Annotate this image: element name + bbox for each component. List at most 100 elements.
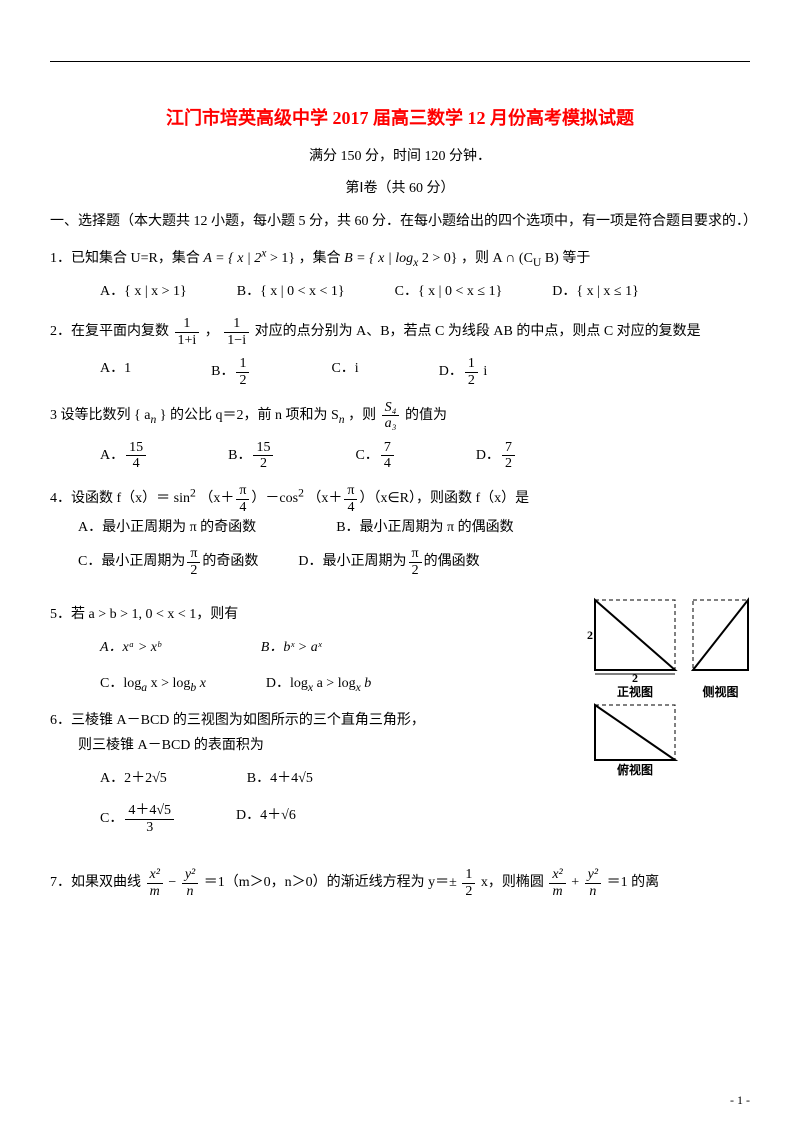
q2-optB-d: 2 [236, 373, 249, 388]
q5-optA: A．xᵃ > xᵇ [100, 635, 161, 660]
svg-text:侧视图: 侧视图 [703, 684, 739, 699]
q7-mid1: − [168, 875, 176, 890]
question-6: 6．三棱锥 A－BCD 的三视图为如图所示的三个直角三角形， 则三棱锥 A－BC… [50, 708, 580, 835]
q5-optD: D．logx a > logx b [266, 671, 371, 696]
q4-mid1: （x＋ [199, 492, 234, 507]
question-7: 7．如果双曲线 x²m − y²n ＝1（m＞0，n＞0）的渐近线方程为 y＝±… [50, 867, 750, 899]
q3-optD-frac: 72 [502, 440, 515, 472]
q3-fd: a₃ [385, 416, 397, 431]
q4-pn1: π [236, 483, 249, 499]
q3-optC: C．74 [355, 440, 395, 472]
q7-mid4: + [571, 875, 579, 890]
q4-optC-n: π [187, 546, 200, 562]
q7-f4d: m [552, 884, 562, 899]
q5-optB-txt: B．bˣ > aˣ [261, 640, 322, 655]
q7-pre: 7．如果双曲线 [50, 875, 141, 890]
q6-options: A．2＋2√5 B．4＋4√5 C．4＋4√53 D．4＋√6 [100, 766, 580, 835]
question-3: 3 设等比数列 { an } 的公比 q＝2，前 n 项和为 Sn ，则 S₄a… [50, 400, 750, 472]
question-1: 1．已知集合 U=R，集合 A = { x | 2x > 1} ，集合 B = … [50, 246, 750, 304]
q5-optC-pre: C．log [100, 676, 141, 691]
q5-optC-tail: x [196, 676, 206, 691]
q6-optC-n: 4＋4√5 [125, 803, 174, 819]
q4-optC-d: 2 [187, 563, 200, 578]
q7-frac1: x²m [147, 867, 163, 899]
q6-optC-pre: C． [100, 811, 123, 826]
q3-optC-frac: 74 [381, 440, 394, 472]
q2-optB-n: 1 [236, 356, 249, 372]
q3-optD-n: 7 [502, 440, 515, 456]
q2-optC: C．i [331, 356, 358, 388]
three-view-diagram: 22正视图侧视图俯视图 [580, 590, 750, 789]
page-number: - 1 - [730, 1090, 750, 1112]
q5-options: A．xᵃ > xᵇ B．bˣ > aˣ C．loga x > logb x D．… [100, 635, 580, 695]
question-4: 4．设函数 f（x）＝ sin2 （x＋π4）－cos2 （x＋π4）（x∈R）… [50, 483, 750, 578]
horizontal-rule [50, 60, 750, 62]
svg-text:2: 2 [587, 628, 593, 642]
q7-f4n: x² [552, 867, 562, 882]
q4-pre: 4．设函数 f（x）＝ sin [50, 492, 190, 507]
q3-options: A．154 B．152 C．74 D．72 [100, 440, 750, 472]
q7-tail: ＝1 的离 [607, 875, 660, 890]
q2-optD-tail: i [480, 364, 487, 379]
q1-setA: A = { x | 2 [203, 251, 261, 266]
q7-frac3: 12 [462, 867, 475, 899]
q5-optD-tail: b [361, 676, 372, 691]
q4-optC-tail: 的奇函数 [202, 555, 258, 570]
q7-mid3: x，则椭圆 [481, 875, 544, 890]
question-5: 5．若 a > b > 1, 0 < x < 1，则有 A．xᵃ > xᵇ B．… [50, 602, 580, 696]
q7-f2d: n [187, 884, 194, 899]
q7-f5n: y² [588, 867, 598, 882]
q4-optD-n: π [409, 546, 422, 562]
q3-mid: } 的公比 q＝2，前 n 项和为 S [160, 408, 339, 423]
q6-text1: 6．三棱锥 A－BCD 的三视图为如图所示的三个直角三角形， [50, 708, 580, 733]
question-2: 2．在复平面内复数 11+i ， 11−i 对应的点分别为 A、B，若点 C 为… [50, 316, 750, 388]
q3-optD-d: 2 [502, 456, 515, 471]
q4-optD: D．最小正周期为π2的偶函数 [298, 546, 479, 578]
q3-optA-d: 4 [126, 456, 146, 471]
q4-options: A．最小正周期为 π 的奇函数 B．最小正周期为 π 的偶函数 C．最小正周期为… [78, 515, 750, 578]
q5-optC-mid: x > log [147, 676, 190, 691]
q3-optC-d: 4 [381, 456, 394, 471]
q4-frac1: π4 [236, 483, 249, 515]
q2-f1d: 1+i [175, 333, 200, 348]
q1-tail2: B) 等于 [541, 251, 590, 266]
q7-mid2: ＝1（m＞0，n＞0）的渐近线方程为 y＝± [204, 875, 457, 890]
q2-optB-frac: 12 [236, 356, 249, 388]
q2-pre: 2．在复平面内复数 [50, 324, 169, 339]
q3-optB-n: 15 [253, 440, 273, 456]
q7-frac5: y²n [585, 867, 601, 899]
q3-optA-n: 15 [126, 440, 146, 456]
q4-optC-pre: C．最小正周期为 [78, 555, 185, 570]
q1-mid: ，集合 [299, 251, 345, 266]
q6-optC-frac: 4＋4√53 [125, 803, 174, 835]
q2-optD-d: 2 [465, 373, 478, 388]
q4-sup1: 2 [190, 487, 196, 500]
q3-tail: 的值为 [405, 408, 447, 423]
q6-optB: B．4＋4√5 [247, 766, 313, 791]
q6-optC: C．4＋4√53 [100, 803, 176, 835]
q1-optC: C．{ x | 0 < x ≤ 1} [395, 279, 503, 304]
q4-optD-d: 2 [409, 563, 422, 578]
q1-optB: B．{ x | 0 < x < 1} [237, 279, 345, 304]
q1-setA-tail: > 1} [266, 251, 295, 266]
q2-tail: 对应的点分别为 A、B，若点 C 为线段 AB 的中点，则点 C 对应的复数是 [255, 324, 701, 339]
q4-sup2: 2 [298, 487, 304, 500]
q3-sub: n [150, 413, 156, 426]
q4-frac2: π4 [344, 483, 357, 515]
q2-f2n: 1 [224, 316, 249, 332]
q2-optB: B．12 [211, 356, 251, 388]
q3-optB: B．152 [228, 440, 275, 472]
q3-optC-pre: C． [355, 448, 378, 463]
q3-fn: S₄ [385, 400, 397, 415]
q6-optD: D．4＋√6 [236, 803, 296, 835]
q3-optA-pre: A． [100, 448, 124, 463]
q4-optD-tail: 的偶函数 [424, 555, 480, 570]
q1-optA: A．{ x | x > 1} [100, 279, 187, 304]
q3-optD: D．72 [476, 440, 517, 472]
q2-options: A．1 B．12 C．i D．12 i [100, 356, 750, 388]
q4-optB: B．最小正周期为 π 的偶函数 [336, 515, 513, 540]
q4-mid2: ）－cos [251, 492, 298, 507]
svg-text:俯视图: 俯视图 [617, 762, 653, 777]
q4-mid4: ）（x∈R），则函数 f（x）是 [359, 492, 529, 507]
q7-f3n: 1 [462, 867, 475, 883]
